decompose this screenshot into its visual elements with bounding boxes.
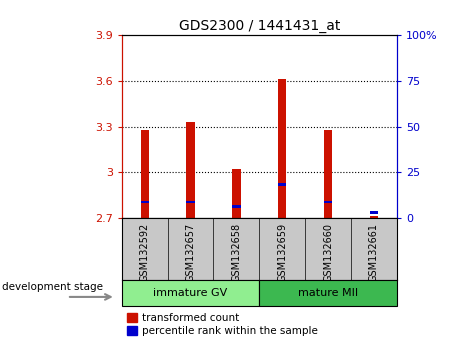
- Text: mature MII: mature MII: [298, 288, 358, 298]
- Bar: [278, 183, 286, 186]
- Bar: [232, 205, 240, 208]
- Text: GSM132661: GSM132661: [369, 223, 379, 282]
- Bar: [259, 280, 397, 306]
- Bar: [141, 130, 149, 218]
- Bar: [278, 79, 286, 218]
- Text: GSM132657: GSM132657: [185, 223, 196, 282]
- Bar: [186, 201, 195, 203]
- Text: GSM132592: GSM132592: [140, 223, 150, 282]
- Bar: [232, 169, 240, 218]
- Bar: [370, 216, 378, 218]
- Text: GSM132658: GSM132658: [231, 223, 241, 282]
- Bar: [122, 280, 259, 306]
- Title: GDS2300 / 1441431_at: GDS2300 / 1441431_at: [179, 19, 340, 33]
- Bar: [370, 211, 378, 214]
- Bar: [141, 201, 149, 203]
- Bar: [324, 130, 332, 218]
- Text: GSM132659: GSM132659: [277, 223, 287, 282]
- Text: development stage: development stage: [2, 282, 103, 292]
- Bar: [186, 122, 195, 218]
- Bar: [324, 201, 332, 203]
- Text: immature GV: immature GV: [153, 288, 228, 298]
- Legend: transformed count, percentile rank within the sample: transformed count, percentile rank withi…: [127, 313, 318, 336]
- Text: GSM132660: GSM132660: [323, 223, 333, 282]
